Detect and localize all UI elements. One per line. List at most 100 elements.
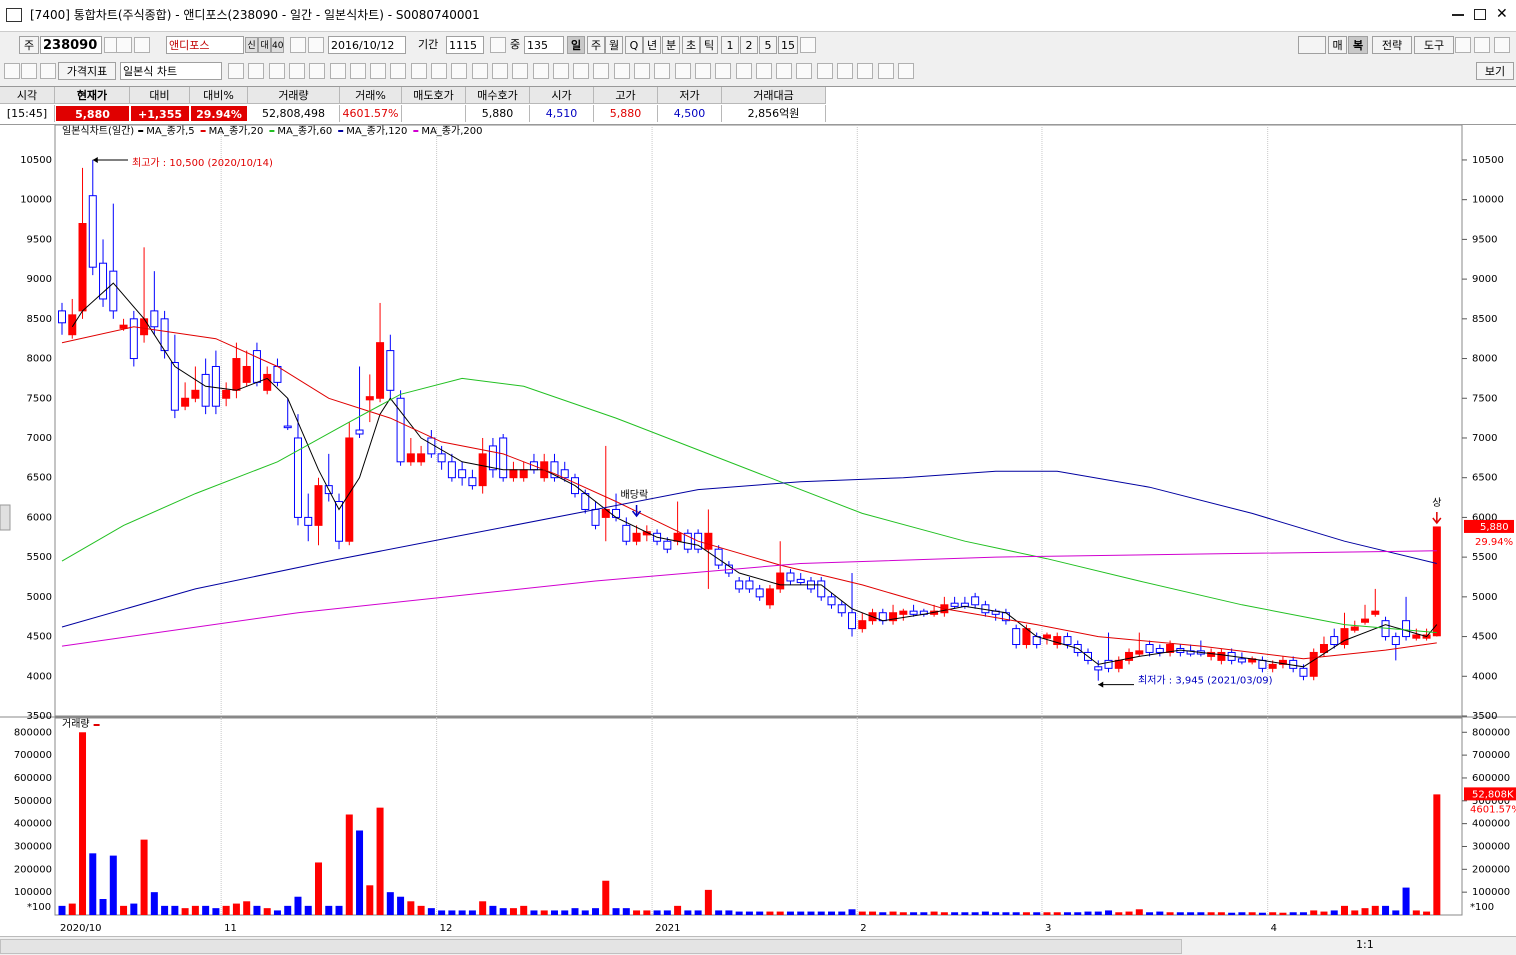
draw-tool[interactable] [735,63,752,79]
count[interactable]: 135 [524,36,564,54]
period[interactable]: 1115 [446,36,484,54]
interval[interactable]: 1 [721,36,739,54]
interval[interactable]: 년 [643,36,661,54]
draw-tool[interactable] [816,63,833,79]
chart-type[interactable]: 일본식 차트 [120,62,222,80]
draw-tool[interactable] [634,63,650,79]
candle-body [201,373,210,407]
market[interactable]: 주 [19,36,39,54]
interval[interactable]: 주 [587,36,605,54]
interval[interactable]: 초 [682,36,700,54]
interval[interactable]: 5 [759,36,777,54]
date[interactable]: 2016/10/12 [328,36,406,54]
draw-tool[interactable] [268,63,285,79]
volume-bar [1187,912,1195,915]
indicator[interactable]: 가격지표 [58,62,116,80]
candle-body [1361,618,1370,623]
tool-icon[interactable] [40,63,56,79]
draw-tool[interactable] [329,63,346,79]
draw-tool[interactable] [857,63,874,79]
interval-icon[interactable] [800,37,816,53]
search[interactable] [116,37,132,53]
y-tick-label-right: 4500 [1472,632,1497,643]
draw-tool[interactable] [349,63,366,79]
flag[interactable]: 신 [245,37,258,53]
draw-tool[interactable] [776,63,793,79]
volume-bar [150,892,158,915]
next[interactable] [290,37,306,53]
interval[interactable]: 월 [605,36,623,54]
draw-tool[interactable] [451,63,468,79]
change-label: 29.94% [1475,537,1513,548]
stock-name[interactable]: 앤디포스 [166,36,244,54]
interval[interactable]: Q [625,36,643,54]
draw-tool[interactable] [288,63,305,79]
interval[interactable]: 일 [567,36,585,54]
interval[interactable]: 틱 [700,36,718,54]
draw-tool[interactable] [491,63,508,79]
flag[interactable]: 대 [258,37,271,53]
cloud[interactable] [1298,36,1326,54]
candle-body [406,453,415,463]
open[interactable] [1455,37,1471,53]
tool-icon[interactable] [21,63,37,79]
draw-tool[interactable] [715,63,732,79]
draw-tool[interactable] [228,63,244,79]
tool-button[interactable]: 복 [1348,36,1368,54]
interval[interactable]: 15 [778,36,798,54]
close[interactable]: ✕ [1496,6,1508,22]
draw-tool[interactable] [471,63,488,79]
code[interactable]: 238090 [40,36,102,54]
zoom-icon[interactable] [490,37,506,53]
draw-tool[interactable] [512,63,529,79]
candle-body [1063,636,1072,646]
draw-tool[interactable] [248,63,265,79]
draw-tool[interactable] [593,63,610,79]
volume-bar [1330,910,1338,915]
candle-body [468,477,477,487]
draw-tool[interactable] [694,63,711,79]
draw-tool[interactable] [309,63,326,79]
view[interactable]: 보기 [1476,62,1514,80]
draw-tool[interactable] [532,63,549,79]
save[interactable] [1474,37,1490,53]
draw-tool[interactable] [431,63,447,79]
candle-body [150,310,159,328]
draw-tool[interactable] [654,63,671,79]
draw-tool[interactable] [552,63,569,79]
count-label: 중 [510,38,521,51]
candle-body [1237,658,1246,663]
draw-tool[interactable] [390,63,407,79]
interval[interactable]: 분 [662,36,680,54]
interval[interactable]: 2 [740,36,758,54]
volume-bar [171,905,179,915]
draw-tool[interactable] [837,63,853,79]
volume-bar [992,912,1000,915]
draw-tool[interactable] [573,63,590,79]
draw-tool[interactable] [755,63,772,79]
minimize[interactable] [1452,14,1464,16]
volume-bar [509,908,517,915]
tool-button[interactable]: 매 [1328,36,1347,54]
settings[interactable] [1494,37,1510,53]
draw-tool[interactable] [877,63,894,79]
candle-body [673,532,682,542]
flag[interactable]: 40 [271,37,284,53]
prev[interactable] [308,37,324,53]
tool-icon[interactable] [4,63,20,79]
maximize[interactable] [1474,9,1486,20]
scrollbar[interactable] [0,939,1182,954]
x-tick-label: 2020/10 [60,923,102,934]
tool-button[interactable]: 도구 [1414,36,1454,54]
draw-tool[interactable] [613,63,630,79]
draw-tool[interactable] [410,63,427,79]
candle-body [263,373,272,391]
draw-tool[interactable] [370,63,387,79]
draw-tool[interactable] [897,63,914,79]
tool-button[interactable]: 전략 [1372,36,1412,54]
sort[interactable] [134,37,150,53]
draw-tool[interactable] [674,63,691,79]
candle-body [335,501,344,542]
draw-tool[interactable] [796,63,813,79]
